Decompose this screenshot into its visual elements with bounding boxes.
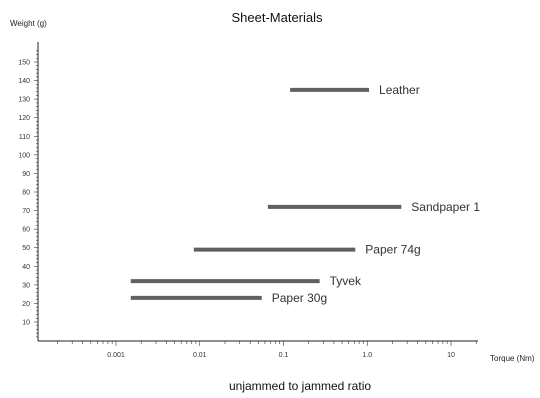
y-tick-label: 10	[22, 320, 30, 327]
x-tick-label: 0.01	[193, 352, 207, 359]
axes: 10 20 30 40 50 60 70 80 90 100 110 120 130 140 150 0.00…	[18, 42, 478, 359]
y-tick-label: 150	[18, 60, 30, 67]
x-tick-label: 1.0	[362, 352, 372, 359]
bar-label: Leather	[379, 83, 420, 97]
bar-label: Sandpaper 1	[411, 200, 480, 214]
x-tick-label: 10	[447, 352, 455, 359]
x-axis-label: Torque (Nm)	[490, 354, 535, 363]
y-tick-label: 90	[22, 171, 30, 178]
y-tick-label: 60	[22, 227, 30, 234]
y-tick-label: 20	[22, 301, 30, 308]
bar-label: Tyvek	[330, 274, 362, 288]
y-tick-label: 70	[22, 208, 30, 215]
y-tick-label: 130	[18, 97, 30, 104]
y-tick-label: 110	[19, 134, 30, 141]
bar-label: Paper 30g	[272, 291, 327, 305]
y-tick-label: 120	[18, 115, 30, 122]
y-tick-label: 80	[22, 190, 30, 197]
x-tick-label: 0.1	[279, 352, 289, 359]
y-axis-label: Weight (g)	[10, 19, 47, 28]
y-tick-label: 50	[22, 245, 30, 252]
y-tick-label: 30	[22, 282, 30, 289]
chart-title: Sheet-Materials	[231, 10, 323, 25]
chart-caption: unjammed to jammed ratio	[229, 379, 371, 393]
bar-label: Paper 74g	[365, 243, 420, 257]
y-tick-label: 140	[18, 78, 30, 85]
y-tick-label: 100	[18, 152, 30, 159]
x-tick-label: 0.001	[107, 352, 125, 359]
y-tick-label: 40	[22, 264, 30, 271]
